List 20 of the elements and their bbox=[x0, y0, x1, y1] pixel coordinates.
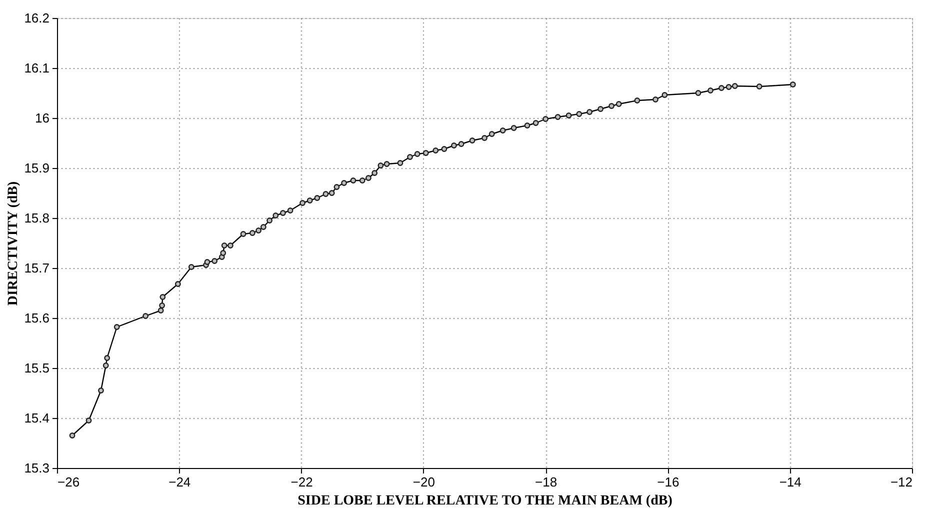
x-tick-label: −26 bbox=[58, 474, 80, 490]
y-tick-label: 15.6 bbox=[24, 310, 50, 326]
x-tick-label: −16 bbox=[657, 474, 680, 490]
y-axis-title: DIRECTIVITY (dB) bbox=[6, 180, 22, 306]
x-tick-label: −12 bbox=[890, 474, 912, 490]
x-tick-label: −18 bbox=[535, 474, 558, 490]
y-tick-label: 15.7 bbox=[24, 260, 50, 276]
y-tick-label: 15.4 bbox=[24, 410, 50, 426]
y-tick-label: 16.2 bbox=[24, 10, 50, 26]
y-tick-label: 16 bbox=[35, 110, 50, 126]
x-tick-label: −20 bbox=[412, 474, 435, 490]
x-axis-title: SIDE LOBE LEVEL RELATIVE TO THE MAIN BEAM (dB) bbox=[298, 494, 673, 508]
x-tick-label: −24 bbox=[168, 474, 191, 490]
y-tick-label: 16.1 bbox=[24, 60, 50, 76]
x-tick-label: −22 bbox=[290, 474, 313, 490]
y-tick-label: 15.8 bbox=[24, 210, 50, 226]
x-tick-label: −14 bbox=[779, 474, 802, 490]
y-tick-label: 15.9 bbox=[24, 160, 50, 176]
y-tick-label: 15.3 bbox=[24, 460, 50, 476]
y-tick-label: 15.5 bbox=[24, 360, 50, 376]
